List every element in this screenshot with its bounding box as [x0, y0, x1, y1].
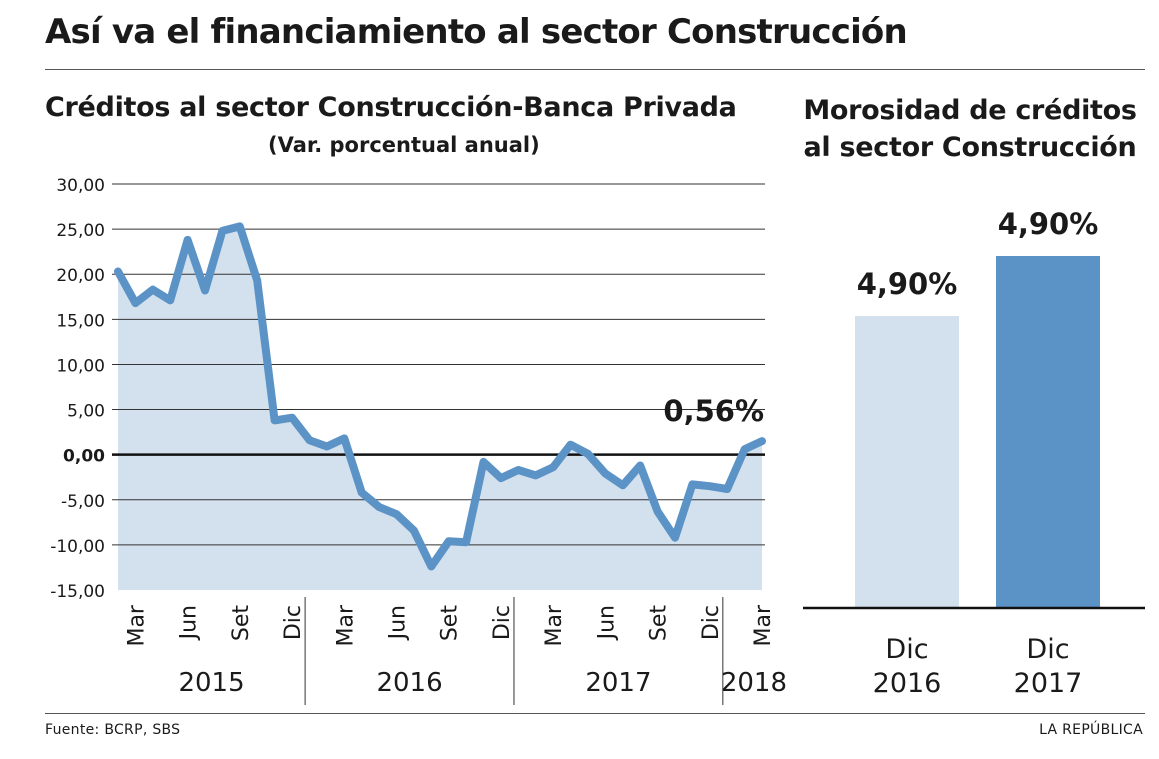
brand-name: LA REPÚBLICA [1039, 722, 1143, 738]
x-tick-label: Mar [333, 604, 358, 646]
x-tick-label: Mar [751, 604, 776, 646]
y-tick-label: -10,00 [50, 537, 105, 557]
year-label: 2016 [376, 668, 442, 698]
x-tick-label: Dic [281, 605, 306, 640]
x-tick-label: Mar [124, 604, 149, 646]
x-tick-label: Set [229, 605, 254, 642]
x-tick-label: Set [438, 605, 463, 642]
y-tick-label: 0,00 [63, 447, 105, 467]
x-tick-label: Jun [177, 605, 202, 641]
main-title: Así va el financiamiento al sector Const… [45, 12, 908, 52]
year-label: 2015 [178, 668, 244, 698]
bar-chart-title: Morosidad de créditos al sector Construc… [770, 92, 1159, 166]
x-tick-label: Jun [594, 605, 619, 641]
bar-category-year: 2016 [873, 668, 942, 699]
line-chart-title: Créditos al sector Construcción-Banca Pr… [45, 92, 737, 123]
year-label: 2017 [585, 668, 651, 698]
bar [855, 316, 959, 607]
y-tick-label: 15,00 [56, 311, 105, 331]
source-note: Fuente: BCRP, SBS [45, 722, 181, 738]
footer-rule [45, 713, 1145, 714]
x-tick-label: Mar [542, 604, 567, 646]
x-tick-label: Dic [490, 605, 515, 640]
bar-category-year: 2017 [1014, 668, 1083, 699]
bar-category-label: Dic [1026, 634, 1069, 665]
bar-value-label: 4,90% [998, 207, 1099, 241]
bar [996, 256, 1100, 607]
y-tick-label: 5,00 [67, 402, 105, 422]
annotation-label: 0,56% [663, 394, 764, 428]
y-tick-label: -15,00 [50, 582, 105, 602]
year-label: 2018 [721, 668, 787, 698]
y-tick-label: 10,00 [56, 356, 105, 376]
title-rule [45, 69, 1145, 70]
x-tick-label: Jun [385, 605, 410, 641]
y-tick-label: -5,00 [61, 492, 105, 512]
bar-category-label: Dic [885, 634, 928, 665]
y-tick-label: 30,00 [56, 176, 105, 196]
x-tick-label: Set [647, 605, 672, 642]
line-chart-subtitle: (Var. porcentual anual) [268, 133, 540, 157]
y-tick-label: 25,00 [56, 221, 105, 241]
bar-chart-title-line2: al sector Construcción [803, 132, 1137, 163]
area-fill [118, 226, 762, 590]
series-line [114, 222, 766, 571]
y-tick-label: 20,00 [56, 266, 105, 286]
bar-chart-title-line1: Morosidad de créditos [803, 95, 1137, 126]
x-tick-label: Dic [699, 605, 724, 640]
bar-value-label: 4,90% [857, 267, 958, 301]
